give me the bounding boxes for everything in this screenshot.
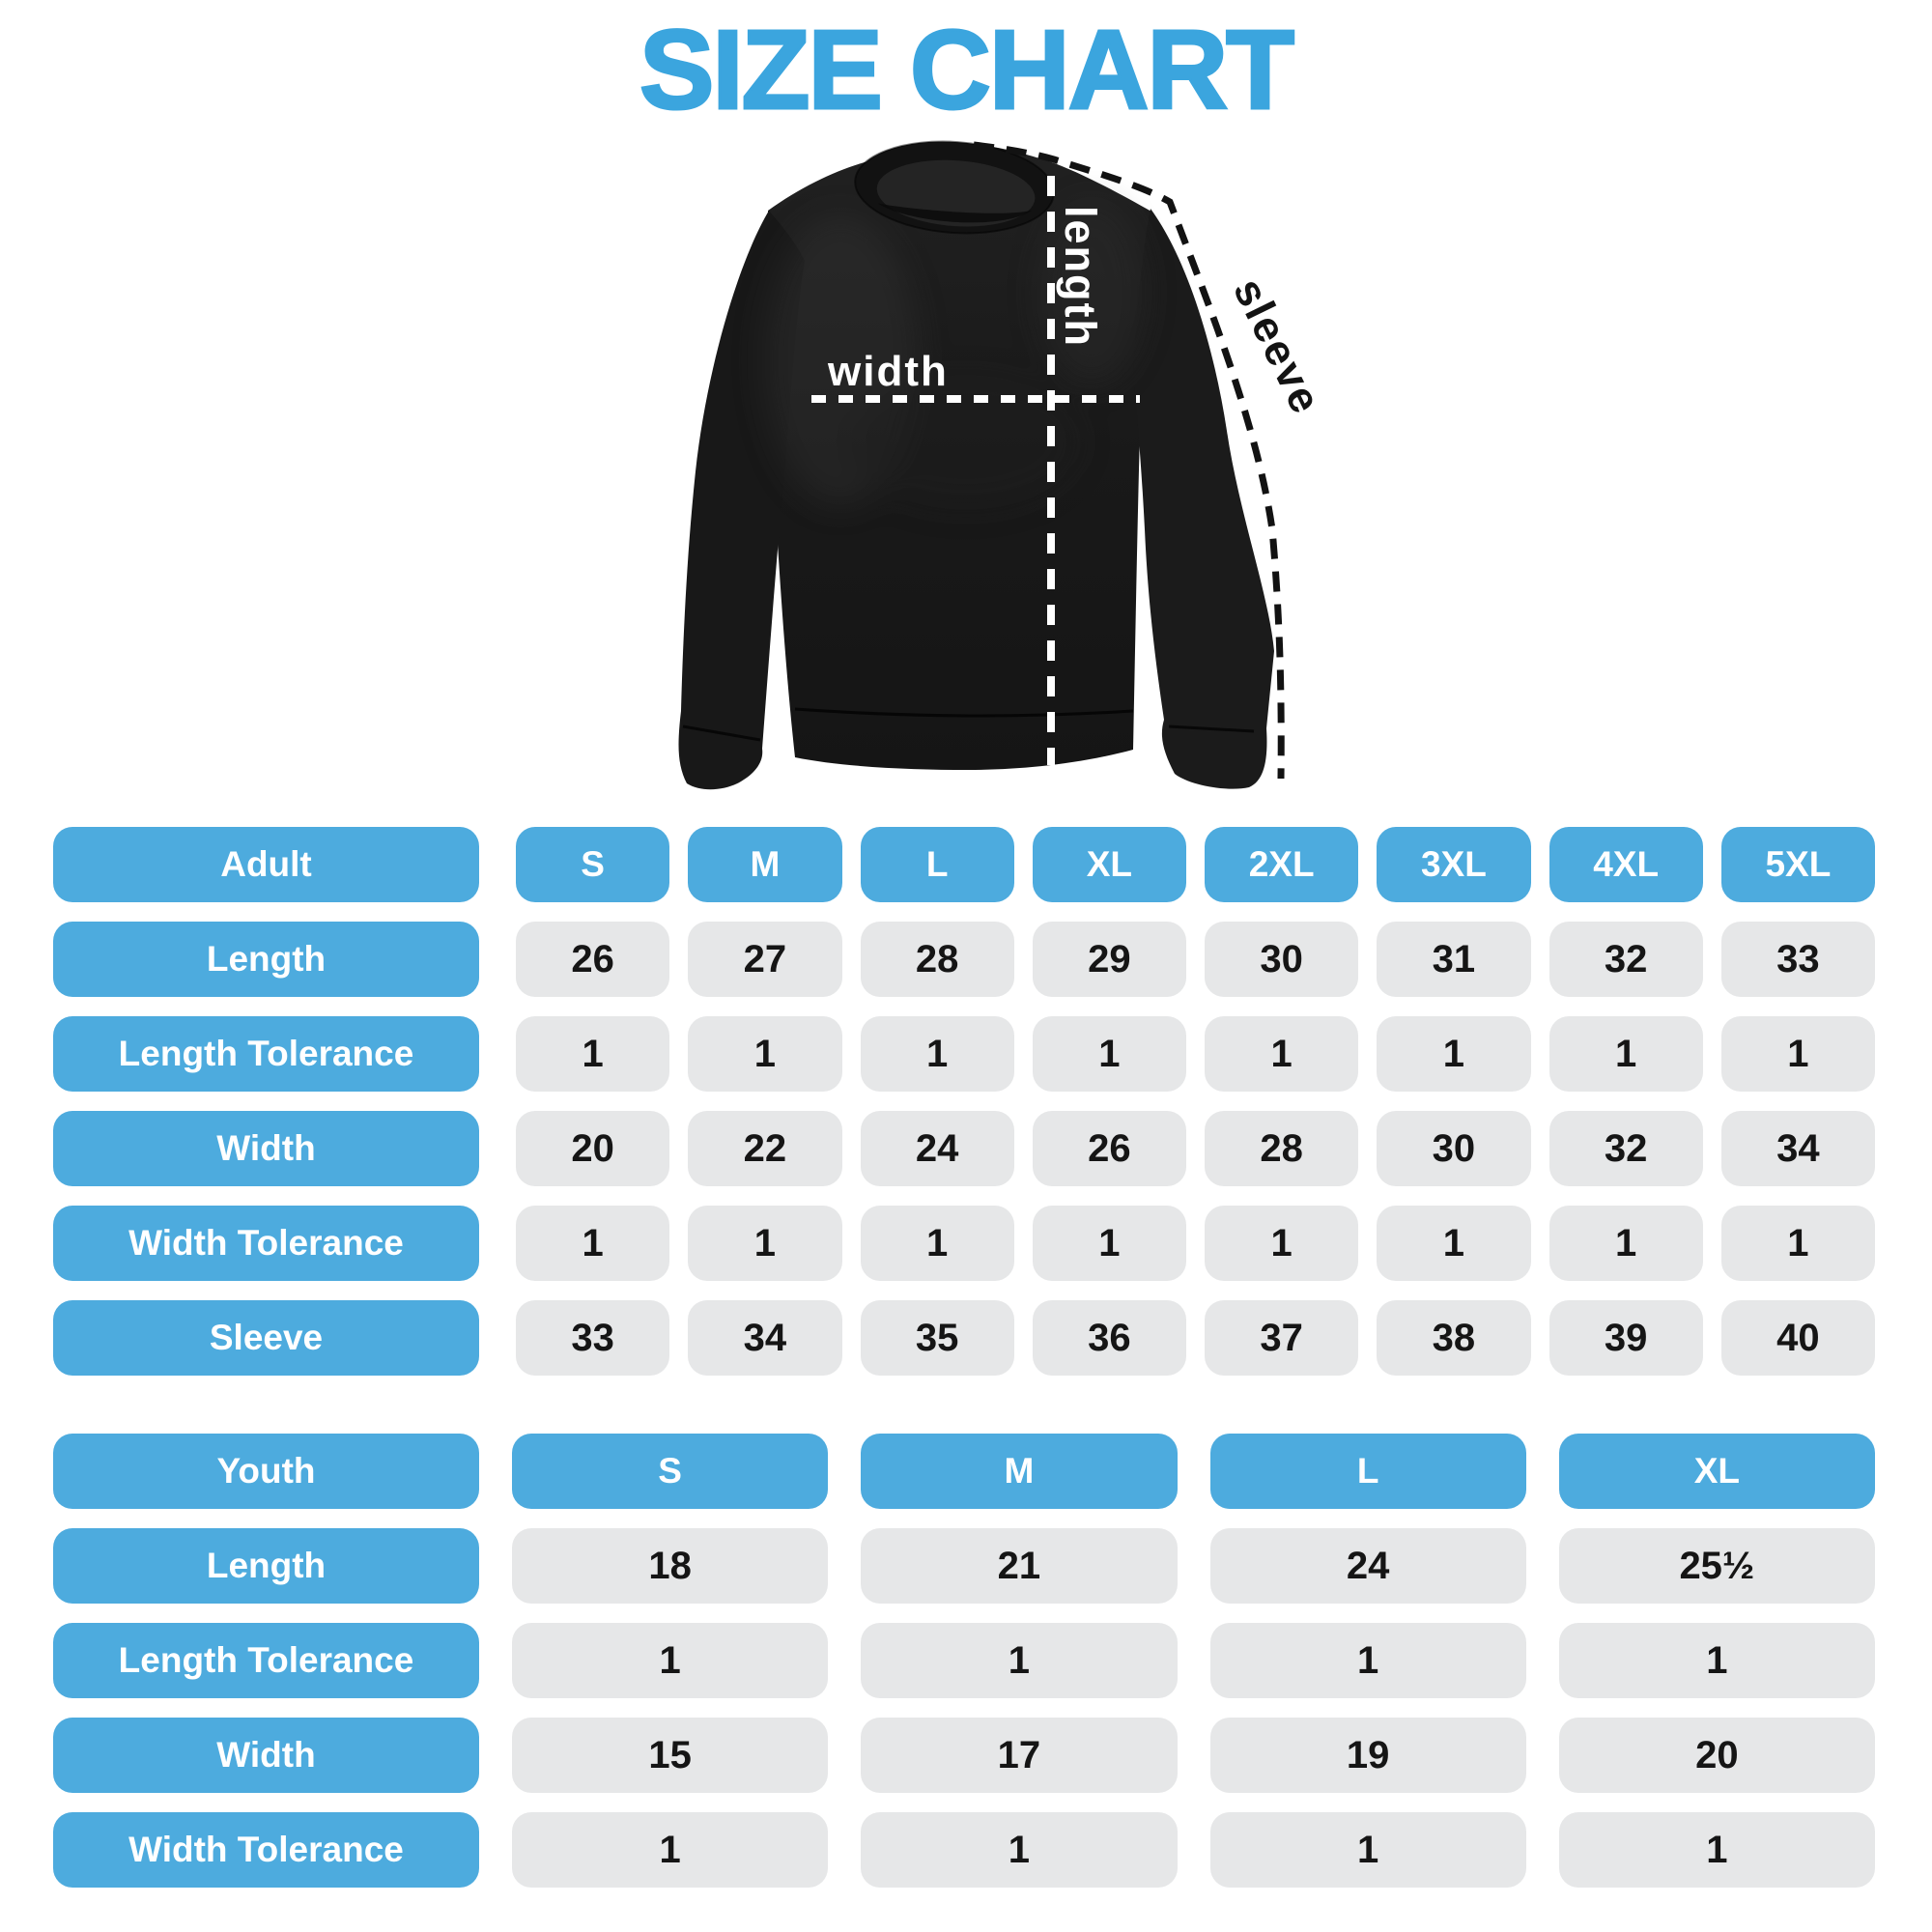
size-value-cell: 1 [1720,1016,1875,1092]
size-value-cell: 1 [1032,1016,1186,1092]
size-value-cell: 1 [1558,1812,1875,1888]
size-value-cell: 1 [861,1812,1178,1888]
size-value-cell: 1 [1205,1016,1359,1092]
size-value-cell: 1 [1209,1623,1526,1698]
size-header: M [861,1434,1178,1509]
size-header: L [860,827,1014,902]
size-value-cell: 40 [1720,1300,1875,1376]
row-label: Length [53,922,479,997]
size-header: 2XL [1205,827,1359,902]
size-value-cell: 1 [1377,1206,1531,1281]
sleeve-label: sleeve [1224,270,1331,422]
size-value-cell: 29 [1032,922,1186,997]
size-value-cell: 1 [1205,1206,1359,1281]
size-value-cell: 1 [512,1623,829,1698]
size-value-cell: 24 [860,1111,1014,1186]
size-value-cell: 34 [688,1300,842,1376]
size-value-cell: 1 [860,1016,1014,1092]
size-value-cell: 1 [512,1812,829,1888]
row-label: Width Tolerance [53,1206,479,1281]
size-value-cell: 15 [512,1718,829,1793]
row-label: Width [53,1111,479,1186]
size-header: M [688,827,842,902]
size-value-cell: 1 [1209,1812,1526,1888]
size-header: XL [1558,1434,1875,1509]
size-value-cell: 32 [1548,922,1703,997]
size-value-cell: 1 [1032,1206,1186,1281]
size-value-cell: 20 [516,1111,670,1186]
size-header: 3XL [1377,827,1531,902]
size-value-cell: 33 [516,1300,670,1376]
size-value-cell: 1 [860,1206,1014,1281]
size-value-cell: 35 [860,1300,1014,1376]
size-value-cell: 26 [1032,1111,1186,1186]
size-value-cell: 1 [688,1016,842,1092]
youth-size-table: Youth S M L XL Length 18 21 24 25½ Lengt… [53,1434,1875,1888]
size-value-cell: 1 [516,1206,670,1281]
size-value-cell: 34 [1720,1111,1875,1186]
size-value-cell: 26 [516,922,670,997]
size-value-cell: 1 [1558,1623,1875,1698]
youth-table-title: Youth [53,1434,479,1509]
size-value-cell: 24 [1209,1528,1526,1604]
row-label: Sleeve [53,1300,479,1376]
size-value-cell: 32 [1548,1111,1703,1186]
size-value-cell: 1 [861,1623,1178,1698]
size-value-cell: 21 [861,1528,1178,1604]
size-header: S [512,1434,829,1509]
size-value-cell: 1 [1548,1206,1703,1281]
adult-size-table: Adult S M L XL 2XL 3XL 4XL 5XL Length 26… [53,827,1875,1376]
row-label: Length Tolerance [53,1016,479,1092]
size-value-cell: 39 [1548,1300,1703,1376]
size-header: S [516,827,670,902]
adult-table-title: Adult [53,827,479,902]
size-value-cell: 30 [1205,922,1359,997]
size-value-cell: 31 [1377,922,1531,997]
size-value-cell: 37 [1205,1300,1359,1376]
size-value-cell: 1 [1548,1016,1703,1092]
size-value-cell: 33 [1720,922,1875,997]
size-header: 4XL [1548,827,1703,902]
size-value-cell: 22 [688,1111,842,1186]
size-header: L [1209,1434,1526,1509]
size-value-cell: 1 [1720,1206,1875,1281]
row-label: Width Tolerance [53,1812,479,1888]
sweatshirt-diagram: width length sleeve [678,140,1331,790]
size-value-cell: 25½ [1558,1528,1875,1604]
sleeve-measure-line [973,141,1285,780]
size-value-cell: 27 [688,922,842,997]
size-value-cell: 18 [512,1528,829,1604]
size-header: XL [1032,827,1186,902]
size-value-cell: 30 [1377,1111,1531,1186]
sweatshirt-graphic [678,140,1274,790]
page-title: SIZE CHART [639,7,1296,132]
row-label: Width [53,1718,479,1793]
size-value-cell: 1 [688,1206,842,1281]
row-label: Length [53,1528,479,1604]
size-value-cell: 28 [1205,1111,1359,1186]
width-label: width [827,348,949,395]
row-label: Length Tolerance [53,1623,479,1698]
size-value-cell: 38 [1377,1300,1531,1376]
size-value-cell: 1 [516,1016,670,1092]
size-value-cell: 17 [861,1718,1178,1793]
length-label: length [1056,206,1105,348]
size-value-cell: 19 [1209,1718,1526,1793]
size-value-cell: 28 [860,922,1014,997]
size-value-cell: 20 [1558,1718,1875,1793]
size-header: 5XL [1720,827,1875,902]
size-value-cell: 36 [1032,1300,1186,1376]
size-value-cell: 1 [1377,1016,1531,1092]
